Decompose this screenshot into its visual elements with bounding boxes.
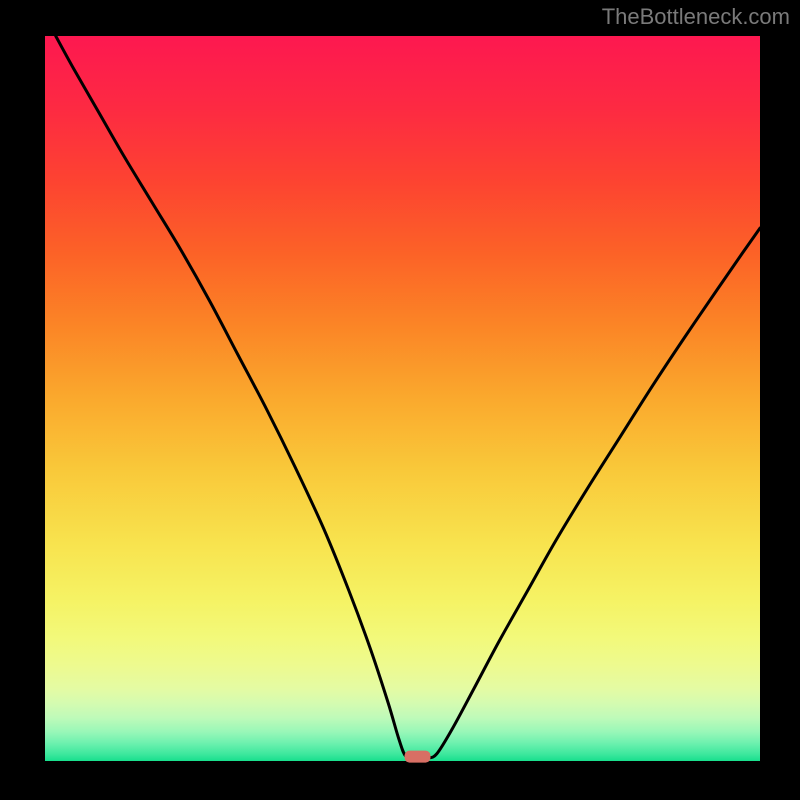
chart-stage: TheBottleneck.com [0,0,800,800]
gradient-background [45,36,760,761]
bottleneck-marker [405,751,431,763]
bottleneck-chart [0,0,800,800]
watermark-text: TheBottleneck.com [602,4,790,30]
